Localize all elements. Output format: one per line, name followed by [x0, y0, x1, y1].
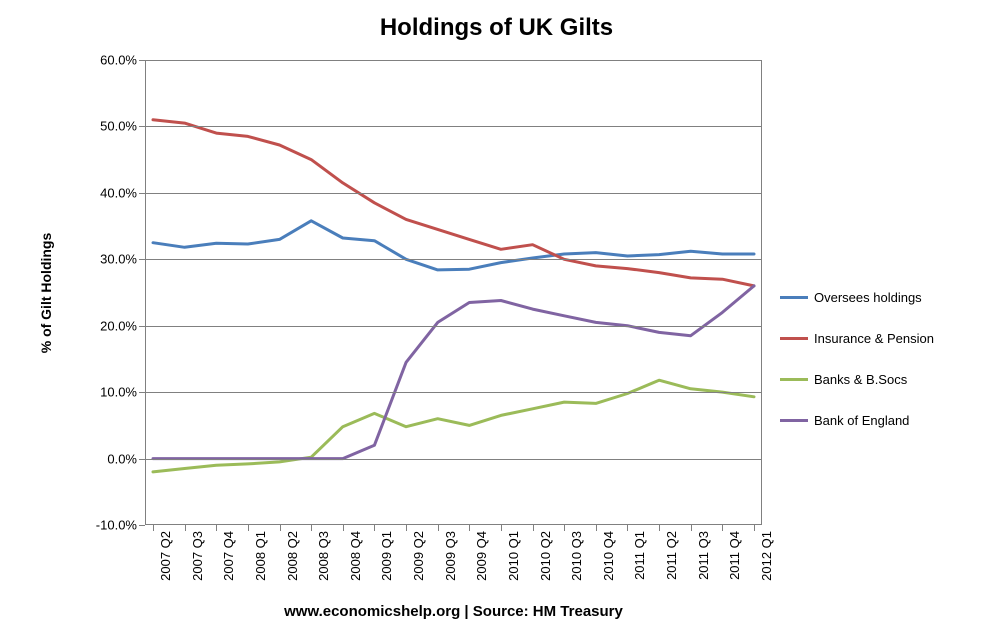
x-tick: [374, 525, 375, 531]
x-tick: [469, 525, 470, 531]
legend-item: Insurance & Pension: [780, 331, 934, 346]
x-axis-label: 2010 Q4: [601, 531, 616, 593]
x-axis-label: 2008 Q1: [253, 531, 268, 593]
x-tick: [564, 525, 565, 531]
source-label: www.economicshelp.org | Source: HM Treas…: [145, 603, 762, 620]
legend-swatch: [780, 337, 808, 340]
y-axis-label: 50.0%: [81, 119, 137, 134]
plot-area: [145, 60, 762, 525]
x-axis-label: 2007 Q4: [221, 531, 236, 593]
x-tick: [659, 525, 660, 531]
x-axis-label: 2008 Q2: [285, 531, 300, 593]
chart-container: Holdings of UK Gilts % of Gilt Holdings …: [0, 0, 993, 640]
y-axis-label: 30.0%: [81, 252, 137, 267]
y-axis-label: 60.0%: [81, 53, 137, 68]
x-tick: [627, 525, 628, 531]
x-axis-label: 2007 Q3: [190, 531, 205, 593]
series-line: [153, 286, 754, 459]
x-axis-label: 2007 Q2: [158, 531, 173, 593]
y-axis-label: 0.0%: [81, 451, 137, 466]
legend-item: Banks & B.Socs: [780, 372, 934, 387]
gridline: [145, 126, 762, 127]
x-axis-label: 2008 Q3: [316, 531, 331, 593]
x-tick: [596, 525, 597, 531]
x-tick: [754, 525, 755, 531]
chart-title: Holdings of UK Gilts: [0, 14, 993, 42]
series-line: [153, 120, 754, 286]
x-axis-label: 2011 Q3: [696, 531, 711, 593]
x-tick: [533, 525, 534, 531]
x-tick: [311, 525, 312, 531]
legend-label: Oversees holdings: [814, 290, 922, 305]
x-tick: [501, 525, 502, 531]
x-axis-label: 2012 Q1: [759, 531, 774, 593]
legend-item: Oversees holdings: [780, 290, 934, 305]
legend-item: Bank of England: [780, 413, 934, 428]
legend-swatch: [780, 419, 808, 422]
x-axis-label: 2010 Q2: [538, 531, 553, 593]
x-axis-label: 2009 Q4: [474, 531, 489, 593]
x-tick: [438, 525, 439, 531]
x-tick: [153, 525, 154, 531]
y-axis-label: 10.0%: [81, 385, 137, 400]
legend-label: Insurance & Pension: [814, 331, 934, 346]
line-chart-svg: [145, 60, 762, 525]
x-axis-label: 2011 Q4: [727, 531, 742, 593]
y-axis-title: % of Gilt Holdings: [38, 232, 54, 353]
y-tick: [139, 326, 145, 327]
x-tick: [406, 525, 407, 531]
x-axis-label: 2009 Q2: [411, 531, 426, 593]
gridline: [145, 459, 762, 460]
gridline: [145, 326, 762, 327]
y-tick: [139, 259, 145, 260]
gridline: [145, 259, 762, 260]
series-line: [153, 221, 754, 270]
x-tick: [343, 525, 344, 531]
x-axis-label: 2010 Q1: [506, 531, 521, 593]
x-axis-label: 2010 Q3: [569, 531, 584, 593]
legend-swatch: [780, 296, 808, 299]
x-tick: [216, 525, 217, 531]
y-tick: [139, 525, 145, 526]
y-tick: [139, 459, 145, 460]
x-tick: [722, 525, 723, 531]
x-axis-label: 2009 Q1: [379, 531, 394, 593]
y-tick: [139, 193, 145, 194]
x-axis-label: 2008 Q4: [348, 531, 363, 593]
gridline: [145, 193, 762, 194]
y-tick: [139, 60, 145, 61]
x-tick: [280, 525, 281, 531]
y-axis-label: 20.0%: [81, 318, 137, 333]
legend-label: Banks & B.Socs: [814, 372, 907, 387]
y-axis-label: -10.0%: [81, 518, 137, 533]
y-tick: [139, 392, 145, 393]
x-tick: [248, 525, 249, 531]
legend: Oversees holdings Insurance & Pension Bank…: [780, 290, 934, 454]
y-tick: [139, 126, 145, 127]
x-tick: [691, 525, 692, 531]
legend-swatch: [780, 378, 808, 381]
x-axis-label: 2011 Q1: [632, 531, 647, 593]
gridline: [145, 392, 762, 393]
legend-label: Bank of England: [814, 413, 909, 428]
x-tick: [185, 525, 186, 531]
y-axis-label: 40.0%: [81, 185, 137, 200]
x-axis-label: 2009 Q3: [443, 531, 458, 593]
x-axis-label: 2011 Q2: [664, 531, 679, 593]
